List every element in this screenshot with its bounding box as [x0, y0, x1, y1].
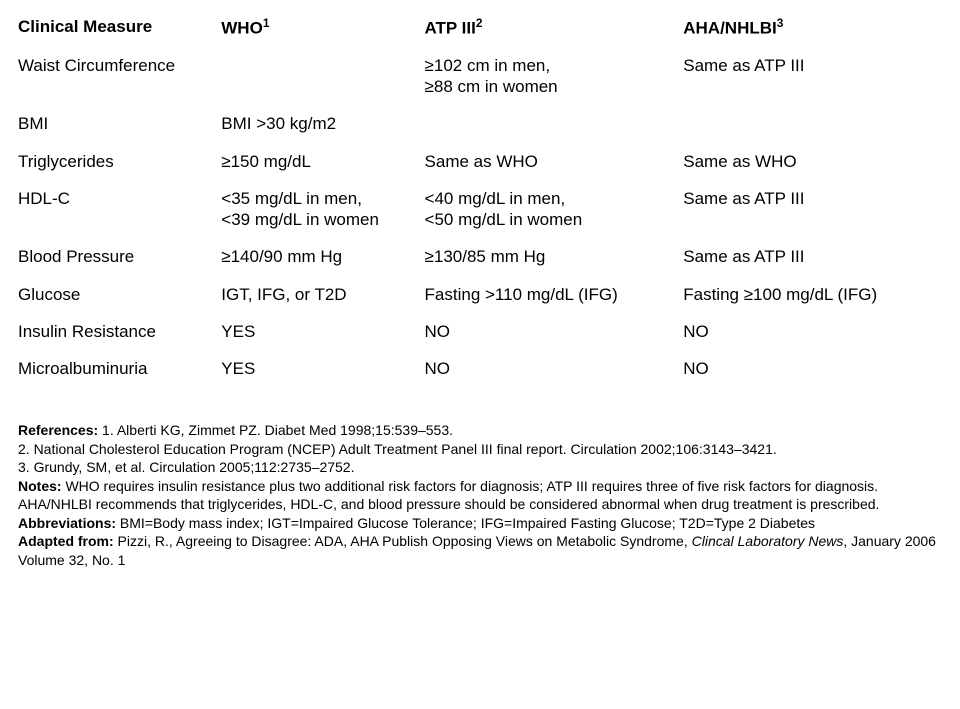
cell-measure: Microalbuminuria [18, 350, 221, 387]
table-row: Blood Pressure ≥140/90 mm Hg ≥130/85 mm … [18, 238, 942, 275]
cell-who: ≥140/90 mm Hg [221, 238, 424, 275]
table-row: Glucose IGT, IFG, or T2D Fasting >110 mg… [18, 276, 942, 313]
cell-who: IGT, IFG, or T2D [221, 276, 424, 313]
cell-atp: NO [425, 313, 684, 350]
cell-atp: ≥102 cm in men, ≥88 cm in women [425, 47, 684, 106]
cell-atp: ≥130/85 mm Hg [425, 238, 684, 275]
cell-atp: <40 mg/dL in men, <50 mg/dL in women [425, 180, 684, 239]
cell-measure: Triglycerides [18, 143, 221, 180]
abbreviations-line: Abbreviations: BMI=Body mass index; IGT=… [18, 514, 942, 532]
adapted-from-label: Adapted from: [18, 533, 114, 549]
header-atp: ATP III2 [425, 8, 684, 47]
reference-line: References: 1. Alberti KG, Zimmet PZ. Di… [18, 421, 942, 439]
cell-aha: Same as ATP III [683, 47, 942, 106]
adapted-italic: Clincal Laboratory News [692, 533, 844, 549]
cell-who: YES [221, 313, 424, 350]
cell-who: <35 mg/dL in men, <39 mg/dL in women [221, 180, 424, 239]
reference-3: 3. Grundy, SM, et al. Circulation 2005;1… [18, 458, 942, 476]
cell-aha: NO [683, 313, 942, 350]
cell-measure: Blood Pressure [18, 238, 221, 275]
header-measure: Clinical Measure [18, 8, 221, 47]
references-block: References: 1. Alberti KG, Zimmet PZ. Di… [18, 421, 942, 569]
header-who: WHO1 [221, 8, 424, 47]
adapted-from-line: Adapted from: Pizzi, R., Agreeing to Dis… [18, 532, 942, 569]
table-header-row: Clinical Measure WHO1 ATP III2 AHA/NHLBI… [18, 8, 942, 47]
cell-measure: Glucose [18, 276, 221, 313]
page-root: Clinical Measure WHO1 ATP III2 AHA/NHLBI… [0, 0, 960, 587]
cell-who: ≥150 mg/dL [221, 143, 424, 180]
cell-aha: Same as ATP III [683, 180, 942, 239]
cell-atp: NO [425, 350, 684, 387]
abbreviations-label: Abbreviations: [18, 515, 116, 531]
cell-measure: HDL-C [18, 180, 221, 239]
references-label: References: [18, 422, 98, 438]
table-row: HDL-C <35 mg/dL in men, <39 mg/dL in wom… [18, 180, 942, 239]
cell-atp [425, 105, 684, 142]
notes-label: Notes: [18, 478, 62, 494]
table-row: Triglycerides ≥150 mg/dL Same as WHO Sam… [18, 143, 942, 180]
table-row: Waist Circumference ≥102 cm in men, ≥88 … [18, 47, 942, 106]
table-row: BMI BMI >30 kg/m2 [18, 105, 942, 142]
criteria-table: Clinical Measure WHO1 ATP III2 AHA/NHLBI… [18, 8, 942, 387]
cell-measure: Insulin Resistance [18, 313, 221, 350]
cell-aha: Fasting ≥100 mg/dL (IFG) [683, 276, 942, 313]
cell-aha: NO [683, 350, 942, 387]
notes-text: WHO requires insulin resistance plus two… [18, 478, 879, 512]
cell-who: BMI >30 kg/m2 [221, 105, 424, 142]
cell-aha: Same as ATP III [683, 238, 942, 275]
table-row: Insulin Resistance YES NO NO [18, 313, 942, 350]
notes-line: Notes: WHO requires insulin resistance p… [18, 477, 942, 514]
cell-measure: BMI [18, 105, 221, 142]
table-row: Microalbuminuria YES NO NO [18, 350, 942, 387]
header-aha: AHA/NHLBI3 [683, 8, 942, 47]
cell-atp: Fasting >110 mg/dL (IFG) [425, 276, 684, 313]
reference-1: 1. Alberti KG, Zimmet PZ. Diabet Med 199… [98, 422, 453, 438]
cell-atp: Same as WHO [425, 143, 684, 180]
adapted-text-a: Pizzi, R., Agreeing to Disagree: ADA, AH… [114, 533, 692, 549]
reference-2: 2. National Cholesterol Education Progra… [18, 440, 942, 458]
cell-measure: Waist Circumference [18, 47, 221, 106]
cell-aha [683, 105, 942, 142]
cell-aha: Same as WHO [683, 143, 942, 180]
cell-who: YES [221, 350, 424, 387]
cell-who [221, 47, 424, 106]
abbreviations-text: BMI=Body mass index; IGT=Impaired Glucos… [116, 515, 815, 531]
